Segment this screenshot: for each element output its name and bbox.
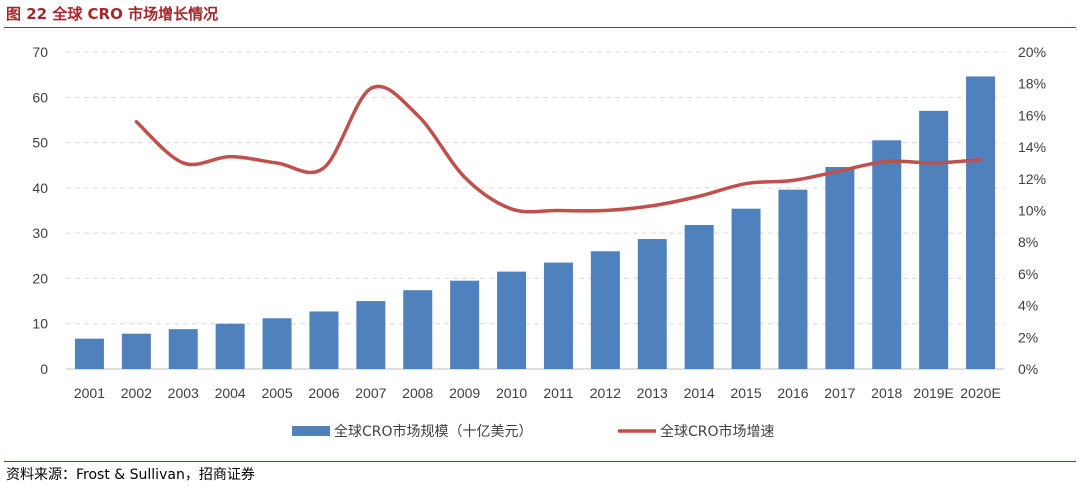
x-tick-label: 2015	[730, 385, 761, 401]
x-tick-label: 2002	[121, 385, 152, 401]
bar-2006	[309, 311, 339, 369]
bar-series	[74, 76, 996, 369]
source-note: 资料来源：Frost & Sullivan，招商证券	[6, 467, 255, 483]
figure-title: 图 22 全球 CRO 市场增长情况	[6, 5, 219, 23]
x-tick-label: 2017	[824, 385, 855, 401]
y-left-tick-label: 10	[32, 316, 48, 332]
y-right-tick-label: 12%	[1018, 171, 1046, 187]
x-tick-label: 2009	[449, 385, 480, 401]
title-rule	[4, 27, 1076, 28]
bar-2010	[497, 271, 527, 369]
y-left-tick-label: 30	[32, 225, 48, 241]
x-tick-label: 2020E	[960, 385, 1000, 401]
y-left-tick-label: 20	[32, 270, 48, 286]
bar-2007	[356, 301, 386, 369]
y-axis-right-ticks: 0% 2% 4% 6% 8% 10% 12% 14% 16% 18% 20%	[1018, 44, 1046, 377]
legend-label-bar: 全球CRO市场规模（十亿美元）	[334, 423, 533, 440]
x-tick-label: 2013	[637, 385, 668, 401]
bar-2014	[684, 224, 714, 369]
y-left-tick-label: 40	[32, 180, 48, 196]
y-right-tick-label: 10%	[1018, 203, 1046, 219]
y-right-tick-label: 0%	[1018, 361, 1038, 377]
y-right-tick-label: 4%	[1018, 298, 1038, 314]
bar-2020E	[966, 76, 996, 369]
y-right-tick-label: 2%	[1018, 329, 1038, 345]
line-series	[134, 84, 983, 214]
y-left-tick-label: 50	[32, 135, 48, 151]
y-axis-left-ticks: 0 10 20 30 40 50 60 70	[32, 44, 48, 377]
y-right-tick-label: 8%	[1018, 234, 1038, 250]
y-right-tick-label: 6%	[1018, 266, 1038, 282]
y-right-tick-label: 14%	[1018, 139, 1046, 155]
bar-2015	[731, 208, 761, 369]
x-tick-label: 2006	[308, 385, 339, 401]
bar-2009	[450, 280, 480, 369]
x-tick-label: 2011	[543, 385, 573, 401]
x-tick-label: 2005	[261, 385, 292, 401]
bar-2016	[778, 189, 808, 369]
legend: 全球CRO市场规模（十亿美元） 全球CRO市场增速	[292, 423, 775, 440]
bar-2018	[872, 140, 902, 369]
y-left-tick-label: 0	[40, 361, 48, 377]
x-tick-label: 2001	[74, 385, 105, 401]
x-tick-label: 2012	[590, 385, 621, 401]
x-axis-ticks: 2001 2002 2003 2004 2005 2006 2007 2008 2009 2010…	[74, 385, 1001, 401]
y-left-tick-label: 60	[32, 89, 48, 105]
cro-market-chart: 0 10 20 30 40 50 60 70 0% 2% 4% 6% 8% 10% 12% 14% 16% 18…	[32, 44, 1046, 440]
y-right-tick-label: 18%	[1018, 76, 1046, 92]
x-tick-label: 2004	[215, 385, 246, 401]
bar-2005	[262, 318, 292, 369]
bar-2004	[215, 323, 245, 369]
legend-label-line: 全球CRO市场增速	[660, 423, 775, 440]
y-right-tick-label: 20%	[1018, 44, 1046, 60]
bar-2017	[825, 167, 855, 369]
x-tick-label: 2008	[402, 385, 433, 401]
bar-2012	[590, 251, 620, 369]
x-tick-label: 2016	[777, 385, 808, 401]
bar-2001	[74, 338, 104, 369]
y-right-tick-label: 16%	[1018, 107, 1046, 123]
x-tick-label: 2018	[871, 385, 902, 401]
x-tick-label: 2014	[684, 385, 715, 401]
legend-swatch-bar	[292, 426, 330, 436]
x-tick-label: 2007	[355, 385, 386, 401]
x-tick-label: 2010	[496, 385, 527, 401]
bar-2013	[637, 239, 667, 369]
source-rule	[4, 461, 1076, 462]
bar-2019E	[919, 110, 949, 369]
bar-2008	[403, 290, 433, 369]
y-left-tick-label: 70	[32, 44, 48, 60]
bar-2003	[168, 329, 198, 369]
x-tick-label: 2003	[168, 385, 199, 401]
x-tick-label: 2019E	[913, 385, 953, 401]
bar-2011	[543, 262, 573, 369]
bar-2002	[121, 333, 151, 369]
